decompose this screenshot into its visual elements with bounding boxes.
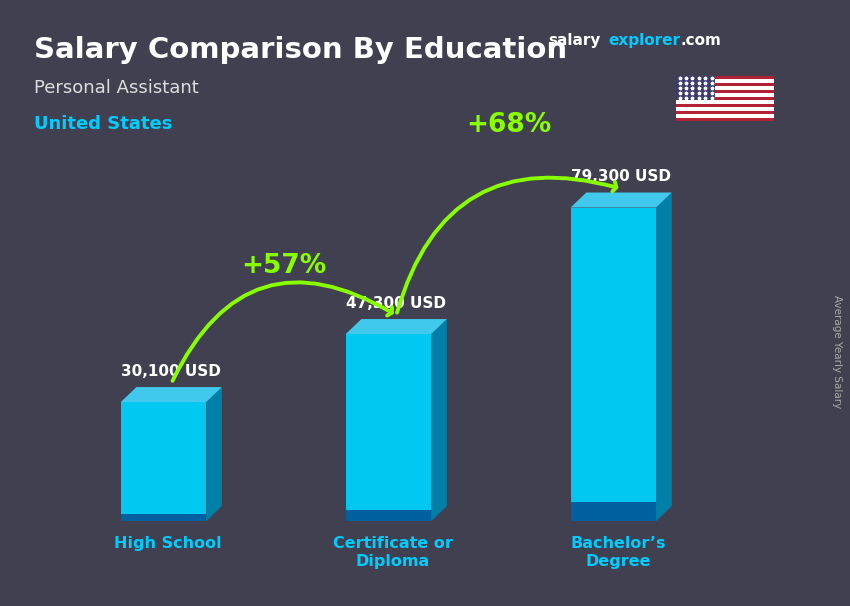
Text: High School: High School bbox=[115, 536, 222, 551]
Polygon shape bbox=[207, 387, 222, 521]
Text: 47,300 USD: 47,300 USD bbox=[346, 296, 446, 311]
Bar bbox=[676, 114, 774, 118]
Text: Certificate or
Diploma: Certificate or Diploma bbox=[333, 536, 453, 568]
Bar bbox=[346, 510, 431, 521]
Polygon shape bbox=[656, 193, 672, 521]
Bar bbox=[676, 76, 715, 100]
Text: Average Yearly Salary: Average Yearly Salary bbox=[832, 295, 842, 408]
Bar bbox=[676, 111, 774, 114]
Polygon shape bbox=[570, 193, 672, 207]
Bar bbox=[676, 83, 774, 86]
Text: Personal Assistant: Personal Assistant bbox=[34, 79, 199, 97]
Bar bbox=[346, 334, 431, 521]
Bar bbox=[676, 79, 774, 83]
Bar bbox=[676, 76, 774, 79]
Text: 79,300 USD: 79,300 USD bbox=[571, 169, 672, 184]
Bar bbox=[676, 93, 774, 97]
Text: +57%: +57% bbox=[241, 253, 326, 279]
Bar bbox=[570, 207, 656, 521]
Text: .com: .com bbox=[680, 33, 721, 48]
Bar bbox=[121, 514, 207, 521]
Bar bbox=[676, 100, 774, 104]
Polygon shape bbox=[431, 319, 447, 521]
Bar bbox=[570, 502, 656, 521]
Bar bbox=[676, 90, 774, 93]
Polygon shape bbox=[121, 387, 222, 402]
Bar bbox=[676, 118, 774, 121]
Bar bbox=[676, 107, 774, 111]
Text: +68%: +68% bbox=[466, 112, 552, 138]
Bar bbox=[676, 86, 774, 90]
Text: 30,100 USD: 30,100 USD bbox=[122, 364, 221, 379]
Bar bbox=[676, 97, 774, 100]
Text: United States: United States bbox=[34, 115, 173, 133]
Bar bbox=[121, 402, 207, 521]
Polygon shape bbox=[346, 319, 447, 334]
Bar bbox=[676, 104, 774, 107]
Text: explorer: explorer bbox=[609, 33, 681, 48]
Text: salary: salary bbox=[548, 33, 601, 48]
Text: Salary Comparison By Education: Salary Comparison By Education bbox=[34, 36, 567, 64]
Text: Bachelor’s
Degree: Bachelor’s Degree bbox=[570, 536, 666, 568]
